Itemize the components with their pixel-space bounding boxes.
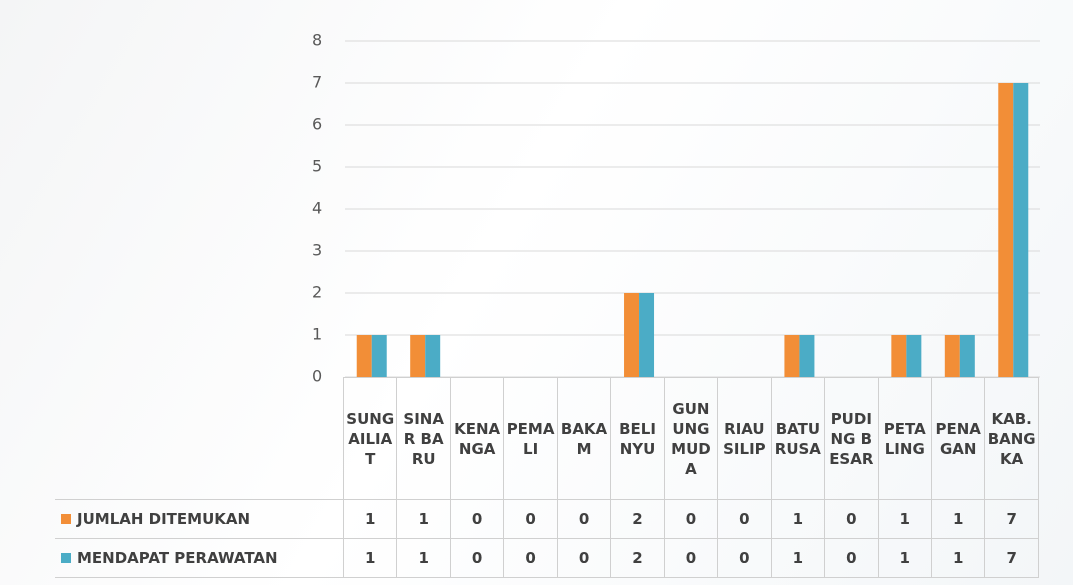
- table-value: 1: [878, 539, 931, 578]
- table-value: 1: [344, 539, 397, 578]
- table-value: 2: [611, 500, 664, 539]
- bar: [425, 335, 440, 377]
- x-tick-label: BELINYU: [611, 378, 664, 500]
- table-value: 2: [611, 539, 664, 578]
- table-value: 0: [825, 500, 878, 539]
- x-tick-label: PUDING BESAR: [825, 378, 878, 500]
- blank-cell: [55, 378, 344, 500]
- table-value: 0: [718, 539, 771, 578]
- x-tick-label: KAB. BANGKA: [985, 378, 1038, 500]
- x-tick-label: GUNUNG MUDA: [664, 378, 717, 500]
- y-tick-label: 8: [312, 31, 322, 50]
- table-value: 1: [931, 539, 984, 578]
- table-value: 7: [985, 539, 1038, 578]
- x-tick-label: BAKAM: [557, 378, 610, 500]
- legend-key: [61, 514, 71, 524]
- table-value: 0: [557, 500, 610, 539]
- table-value: 1: [878, 500, 931, 539]
- legend-label: MENDAPAT PERAWATAN: [77, 549, 278, 567]
- x-tick-label: BATURUSA: [771, 378, 824, 500]
- bar: [891, 335, 906, 377]
- y-tick-label: 6: [312, 115, 322, 134]
- x-tick-label: RIAU SILIP: [718, 378, 771, 500]
- bar: [906, 335, 921, 377]
- bar: [960, 335, 975, 377]
- bar: [799, 335, 814, 377]
- table-value: 1: [344, 500, 397, 539]
- legend-key: [61, 553, 71, 563]
- y-tick-label: 2: [312, 283, 322, 302]
- legend-entry: JUMLAH DITEMUKAN: [55, 500, 344, 539]
- table-value: 0: [825, 539, 878, 578]
- table-value: 0: [718, 500, 771, 539]
- bar: [1013, 83, 1028, 377]
- table-value: 0: [450, 500, 503, 539]
- bar: [945, 335, 960, 377]
- x-tick-label: SUNGAILIAT: [344, 378, 397, 500]
- legend-label: JUMLAH DITEMUKAN: [77, 510, 250, 528]
- x-tick-label: PEMALI: [504, 378, 557, 500]
- y-tick-label: 4: [312, 199, 322, 218]
- table-value: 1: [771, 500, 824, 539]
- y-tick-label: 3: [312, 241, 322, 260]
- table-value: 1: [931, 500, 984, 539]
- x-tick-label: SINAR BARU: [397, 378, 450, 500]
- table-value: 0: [504, 539, 557, 578]
- bar: [639, 293, 654, 377]
- table-value: 0: [450, 539, 503, 578]
- legend-entry: MENDAPAT PERAWATAN: [55, 539, 344, 578]
- bar: [784, 335, 799, 377]
- table-value: 0: [664, 539, 717, 578]
- table-value: 0: [557, 539, 610, 578]
- y-tick-label: 5: [312, 157, 322, 176]
- bar: [410, 335, 425, 377]
- table-value: 0: [664, 500, 717, 539]
- y-tick-label: 1: [312, 325, 322, 344]
- bar: [624, 293, 639, 377]
- x-tick-label: PENAGAN: [931, 378, 984, 500]
- bar: [372, 335, 387, 377]
- x-tick-label: KENANGA: [450, 378, 503, 500]
- table-value: 1: [771, 539, 824, 578]
- table-value: 1: [397, 539, 450, 578]
- table-value: 7: [985, 500, 1038, 539]
- table-value: 0: [504, 500, 557, 539]
- chart-page: 012345678 SUNGAILIATSINAR BARUKENANGAPEM…: [0, 0, 1073, 585]
- bar: [998, 83, 1013, 377]
- y-tick-label: 7: [312, 73, 322, 92]
- table-value: 1: [397, 500, 450, 539]
- x-tick-label: PETALING: [878, 378, 931, 500]
- bar: [357, 335, 372, 377]
